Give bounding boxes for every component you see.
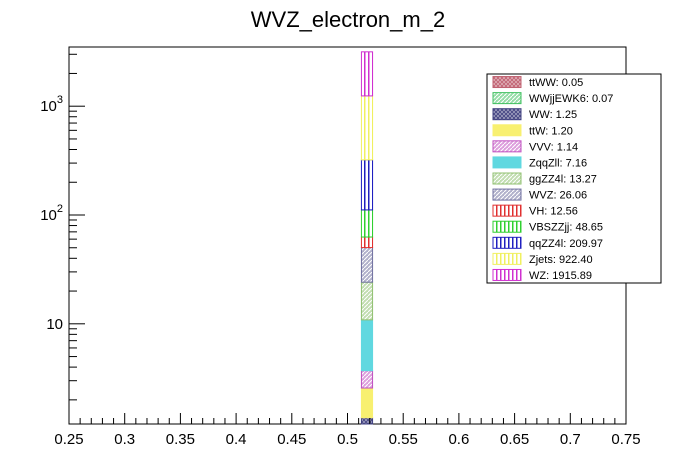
legend-entry: ggZZ4l: 13.27	[529, 174, 597, 186]
legend-entry: WVZ: 26.06	[529, 190, 587, 202]
bar-segment	[360, 370, 374, 389]
x-axis: 0.25 0.3 0.35 0.4 0.45 0.5 0.55 0.6 0.65 0.7 0.75	[54, 413, 641, 448]
legend-swatch	[492, 188, 522, 201]
x-tick-label: 0.25	[54, 431, 83, 448]
legend: ttWW: 0.05 WWjjEWK6: 0.07 WW: 1.25 ttW: 1.2…	[486, 73, 662, 284]
bar-segment	[360, 236, 374, 249]
legend-swatch	[492, 252, 522, 265]
chart-title: WVZ_electron_m_2	[251, 7, 445, 32]
legend-swatch	[492, 108, 522, 121]
x-tick-label: 0.4	[226, 431, 247, 448]
legend-swatch	[492, 124, 522, 137]
legend-entry: Zjets: 922.40	[529, 254, 593, 266]
legend-entry: ttWW: 0.05	[529, 77, 583, 89]
bar-segment	[360, 417, 374, 425]
legend-swatch	[492, 156, 522, 169]
bar-segment	[360, 95, 374, 161]
x-tick-label: 0.6	[448, 431, 469, 448]
legend-entry: WZ: 1915.89	[529, 270, 592, 282]
x-tick-label: 0.3	[114, 431, 135, 448]
legend-swatch	[492, 220, 522, 233]
bar-segment	[360, 247, 374, 283]
legend-entry: WW: 1.25	[529, 109, 577, 121]
x-tick-label: 0.65	[500, 431, 529, 448]
legend-swatch	[492, 172, 522, 185]
legend-entry: VH: 12.56	[529, 206, 578, 218]
legend-entry: qqZZ4l: 209.97	[529, 238, 603, 250]
bar-segment	[360, 51, 374, 97]
bar-segment	[360, 387, 374, 419]
legend-swatch	[492, 140, 522, 153]
x-tick-label: 0.7	[560, 431, 581, 448]
y-tick-label: 102	[40, 203, 63, 224]
x-tick-label: 0.55	[389, 431, 418, 448]
x-tick-label: 0.75	[611, 431, 640, 448]
legend-entry: ZqqZll: 7.16	[529, 157, 587, 169]
y-tick-label: 103	[40, 94, 63, 115]
legend-swatch	[492, 92, 522, 105]
y-axis: 10 102 103	[40, 53, 85, 401]
x-tick-label: 0.35	[166, 431, 195, 448]
bar-segment	[360, 159, 374, 211]
legend-entry: WWjjEWK6: 0.07	[529, 93, 613, 105]
bar-segment	[360, 209, 374, 238]
bar-segment	[360, 319, 374, 372]
legend-entry: ttW: 1.20	[529, 125, 573, 137]
stacked-bar-group	[360, 51, 374, 425]
legend-swatch	[492, 204, 522, 217]
legend-swatch	[492, 268, 522, 281]
legend-entry: VBSZZjj: 48.65	[529, 222, 603, 234]
y-tick-label: 10	[46, 316, 63, 333]
legend-swatch	[492, 236, 522, 249]
bar-segment	[360, 281, 374, 321]
x-tick-label: 0.45	[277, 431, 306, 448]
legend-swatch	[492, 76, 522, 89]
x-tick-label: 0.5	[337, 431, 358, 448]
legend-entry: VVV: 1.14	[529, 141, 578, 153]
